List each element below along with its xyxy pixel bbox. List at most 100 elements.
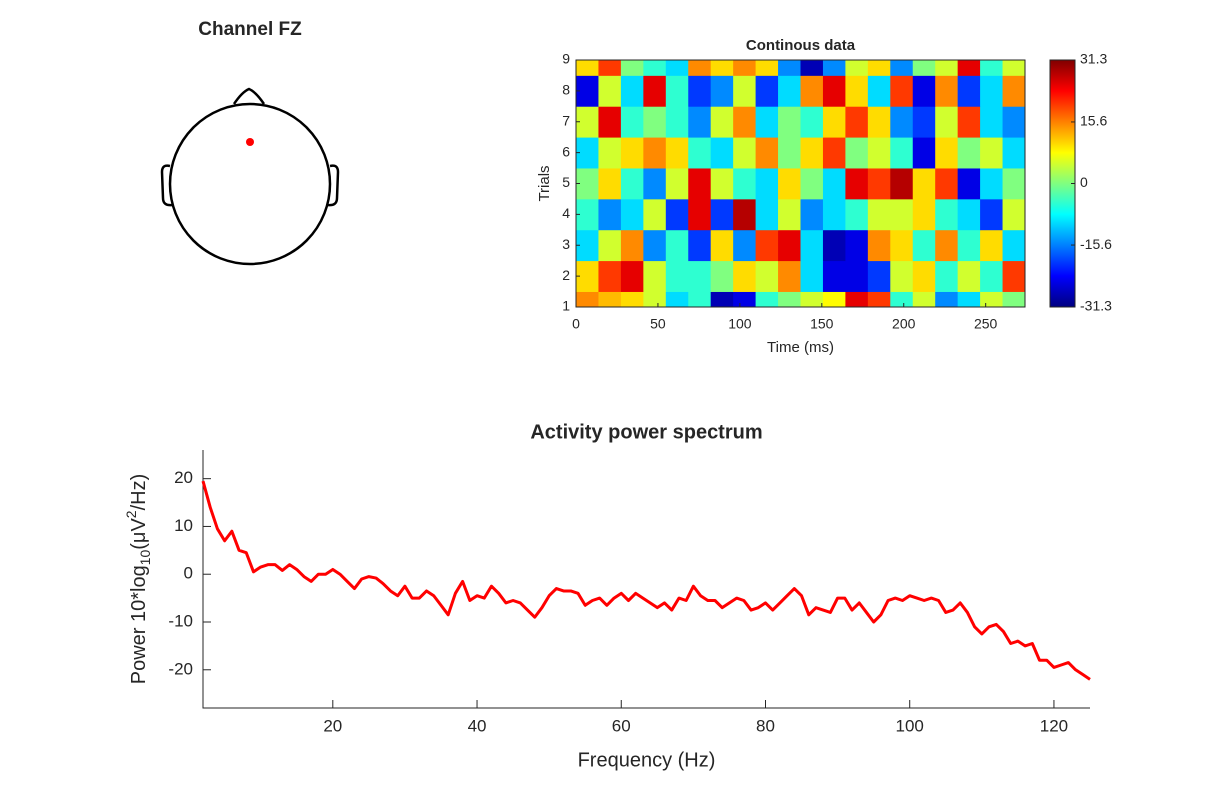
heat-cell (778, 137, 801, 169)
heat-cell (778, 260, 801, 292)
heat-cell (957, 60, 981, 76)
heat-cell (643, 229, 667, 262)
heat-cell (576, 260, 599, 292)
colorbar-tick-label: -31.3 (1080, 298, 1112, 314)
x-tick-label: 200 (892, 316, 916, 332)
x-tick-label: 120 (1040, 716, 1068, 735)
heat-cell (665, 106, 689, 138)
heat-cell (778, 60, 801, 76)
heat-cell (890, 229, 914, 262)
heat-cell (890, 260, 914, 292)
heat-cell (935, 106, 959, 138)
y-axis-label: Power 10*log10(μV2/Hz) (123, 474, 153, 685)
nose (232, 87, 266, 105)
right-ear (327, 164, 340, 207)
heat-cell (665, 168, 689, 200)
heat-cell (912, 168, 936, 200)
heat-cell (912, 229, 936, 262)
heat-cell (710, 291, 734, 308)
y-axis-label: Trials (536, 165, 553, 201)
left-ear (160, 164, 173, 207)
heat-cell (643, 75, 667, 107)
heat-cell (778, 168, 801, 200)
heat-cell (890, 75, 914, 107)
heatmap-title: Continous data (746, 37, 856, 54)
heat-cell (710, 168, 734, 200)
heat-cell (733, 137, 756, 169)
heat-cell (912, 60, 936, 76)
heat-cell (957, 198, 981, 231)
heat-cell (755, 106, 779, 138)
heat-cell (822, 168, 846, 200)
heat-cell (778, 291, 801, 308)
spectrum-line (201, 480, 1091, 681)
heat-cell (800, 291, 824, 308)
heat-cell (643, 60, 667, 76)
y-axis-label-part: 2 (123, 510, 139, 518)
x-tick-label: 40 (468, 716, 487, 735)
heat-cell (1002, 198, 1026, 231)
heat-cell (620, 260, 644, 292)
heat-cell (867, 75, 891, 107)
heat-cell (576, 60, 599, 76)
heat-cell (576, 291, 599, 308)
heat-cell (867, 60, 891, 76)
heat-cell (935, 291, 959, 308)
y-tick-label: 9 (562, 51, 570, 67)
heat-cell (576, 106, 599, 138)
x-tick-label: 250 (974, 316, 998, 332)
line-title: Activity power spectrum (530, 421, 762, 443)
heat-cell (1002, 260, 1026, 292)
heat-cell (1002, 229, 1026, 262)
heat-cell (688, 260, 712, 292)
heat-cell (980, 260, 1003, 292)
heat-cell (845, 60, 869, 76)
heat-cell (710, 260, 734, 292)
heat-cell (733, 60, 756, 76)
heat-cell (845, 198, 869, 231)
heat-cell (822, 60, 846, 76)
x-tick-label: 0 (572, 316, 580, 332)
heat-cell (688, 60, 712, 76)
heat-cell (845, 106, 869, 138)
heat-cell (822, 75, 846, 107)
y-tick-label: 20 (174, 468, 193, 487)
heat-cell (800, 229, 824, 262)
heat-cell (598, 60, 622, 76)
heat-cell (598, 106, 622, 138)
heat-cell (980, 106, 1003, 138)
heat-cell (643, 106, 667, 138)
heat-cell (822, 229, 846, 262)
x-tick-label: 100 (728, 316, 752, 332)
heat-cell (845, 260, 869, 292)
y-tick-label: 6 (562, 143, 570, 159)
heat-cell (755, 260, 779, 292)
heat-cell (620, 75, 644, 107)
heat-cell (643, 168, 667, 200)
heat-cell (845, 75, 869, 107)
heat-cell (867, 291, 891, 308)
heat-cell (822, 291, 846, 308)
heat-cell (665, 60, 689, 76)
heat-cell (890, 291, 914, 308)
heat-cell (867, 137, 891, 169)
heat-cell (598, 168, 622, 200)
heat-cell (890, 168, 914, 200)
y-tick-label: 8 (562, 82, 570, 98)
heat-cell (755, 168, 779, 200)
heat-cell (733, 168, 756, 200)
heat-cell (800, 168, 824, 200)
heat-cell (778, 229, 801, 262)
heat-cell (912, 75, 936, 107)
heat-cell (733, 75, 756, 107)
x-tick-label: 50 (650, 316, 666, 332)
heat-cell (710, 137, 734, 169)
heat-cell (800, 60, 824, 76)
heat-cell (733, 229, 756, 262)
heat-cell (620, 60, 644, 76)
heat-cell (620, 229, 644, 262)
heat-cell (980, 168, 1003, 200)
heat-cell (935, 198, 959, 231)
y-tick-label: -10 (168, 611, 193, 630)
x-tick-label: 20 (323, 716, 342, 735)
